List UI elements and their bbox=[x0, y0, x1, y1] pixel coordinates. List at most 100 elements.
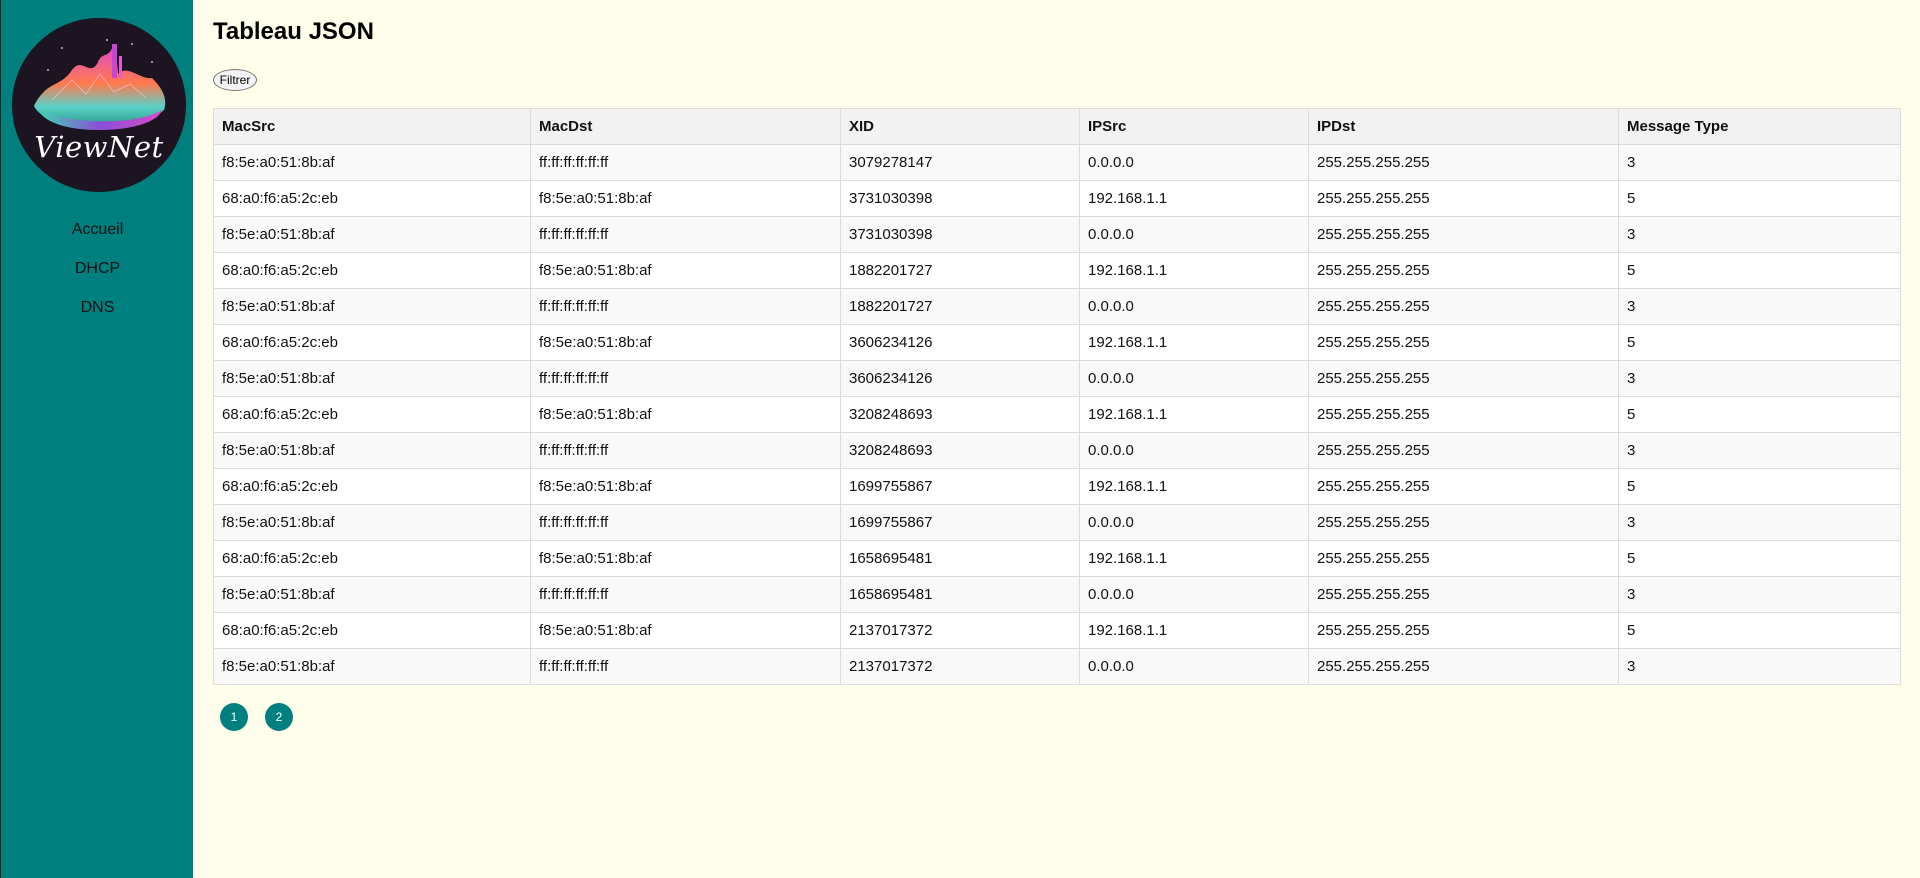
table-cell: 3 bbox=[1618, 216, 1901, 253]
sidebar-nav: Accueil DHCP DNS bbox=[1, 219, 194, 336]
table-cell: 255.255.255.255 bbox=[1308, 324, 1619, 361]
table-cell: 192.168.1.1 bbox=[1079, 612, 1309, 649]
table-cell: 0.0.0.0 bbox=[1079, 288, 1309, 325]
nav-accueil[interactable]: Accueil bbox=[71, 221, 124, 238]
column-header: XID bbox=[840, 108, 1080, 145]
table-cell: f8:5e:a0:51:8b:af bbox=[213, 432, 531, 469]
table-row: 68:a0:f6:a5:2c:eb f8:5e:a0:51:8b:af 165869… bbox=[213, 540, 1901, 577]
table-cell: 5 bbox=[1618, 468, 1901, 505]
table-row: 68:a0:f6:a5:2c:eb f8:5e:a0:51:8b:af 169975… bbox=[213, 468, 1901, 505]
table-header-row: MacSrc MacDst XID IPSrc IPDst Message Type bbox=[213, 108, 1901, 145]
table-cell: 1882201727 bbox=[840, 288, 1080, 325]
table-cell: f8:5e:a0:51:8b:af bbox=[213, 144, 531, 181]
table-cell: f8:5e:a0:51:8b:af bbox=[530, 252, 841, 289]
table-cell: f8:5e:a0:51:8b:af bbox=[530, 324, 841, 361]
table-cell: 1699755867 bbox=[840, 504, 1080, 541]
table-cell: 3 bbox=[1618, 288, 1901, 325]
nav-dns[interactable]: DNS bbox=[80, 299, 115, 316]
table-header: MacSrc MacDst XID IPSrc IPDst Message Type bbox=[213, 108, 1901, 145]
table-cell: 1658695481 bbox=[840, 540, 1080, 577]
table-cell: 192.168.1.1 bbox=[1079, 252, 1309, 289]
table-cell: 3 bbox=[1618, 144, 1901, 181]
table-cell: 2137017372 bbox=[840, 648, 1080, 685]
column-header: IPSrc bbox=[1079, 108, 1309, 145]
table-cell: f8:5e:a0:51:8b:af bbox=[213, 288, 531, 325]
table-cell: 192.168.1.1 bbox=[1079, 540, 1309, 577]
page-title: Tableau JSON bbox=[213, 18, 374, 45]
page-button-1[interactable]: 1 bbox=[220, 703, 248, 731]
column-header: IPDst bbox=[1308, 108, 1619, 145]
table-cell: 255.255.255.255 bbox=[1308, 144, 1619, 181]
table-cell: 68:a0:f6:a5:2c:eb bbox=[213, 324, 531, 361]
table-cell: ff:ff:ff:ff:ff:ff bbox=[530, 360, 841, 397]
table-row: 68:a0:f6:a5:2c:eb f8:5e:a0:51:8b:af 188220… bbox=[213, 252, 1901, 289]
table-cell: 3208248693 bbox=[840, 432, 1080, 469]
nav-dhcp[interactable]: DHCP bbox=[74, 260, 121, 277]
table-cell: f8:5e:a0:51:8b:af bbox=[213, 504, 531, 541]
table-row: f8:5e:a0:51:8b:af ff:ff:ff:ff:ff:ff 320824… bbox=[213, 432, 1901, 469]
table-cell: 255.255.255.255 bbox=[1308, 576, 1619, 613]
table-cell: ff:ff:ff:ff:ff:ff bbox=[530, 432, 841, 469]
table-cell: 3 bbox=[1618, 504, 1901, 541]
table-row: f8:5e:a0:51:8b:af ff:ff:ff:ff:ff:ff 307927… bbox=[213, 144, 1901, 181]
table-cell: f8:5e:a0:51:8b:af bbox=[530, 180, 841, 217]
table-cell: f8:5e:a0:51:8b:af bbox=[530, 468, 841, 505]
table-cell: 5 bbox=[1618, 180, 1901, 217]
table-row: f8:5e:a0:51:8b:af ff:ff:ff:ff:ff:ff 188220… bbox=[213, 288, 1901, 325]
table-cell: 68:a0:f6:a5:2c:eb bbox=[213, 612, 531, 649]
table-cell: 0.0.0.0 bbox=[1079, 216, 1309, 253]
table-cell: 5 bbox=[1618, 396, 1901, 433]
table-cell: 255.255.255.255 bbox=[1308, 432, 1619, 469]
table-body: f8:5e:a0:51:8b:af ff:ff:ff:ff:ff:ff 307927… bbox=[213, 144, 1901, 685]
table-row: f8:5e:a0:51:8b:af ff:ff:ff:ff:ff:ff 360623… bbox=[213, 360, 1901, 397]
column-header: MacSrc bbox=[213, 108, 531, 145]
table-cell: 1699755867 bbox=[840, 468, 1080, 505]
table-cell: f8:5e:a0:51:8b:af bbox=[530, 540, 841, 577]
table-cell: 3606234126 bbox=[840, 324, 1080, 361]
table-cell: 255.255.255.255 bbox=[1308, 648, 1619, 685]
table-row: 68:a0:f6:a5:2c:eb f8:5e:a0:51:8b:af 373103… bbox=[213, 180, 1901, 217]
table-cell: 1882201727 bbox=[840, 252, 1080, 289]
table-cell: f8:5e:a0:51:8b:af bbox=[530, 396, 841, 433]
table-cell: 3 bbox=[1618, 648, 1901, 685]
main-content: Tableau JSON Filtrer MacSrc MacDst XID IPSr… bbox=[193, 0, 1920, 878]
table-cell: 192.168.1.1 bbox=[1079, 324, 1309, 361]
filter-button[interactable]: Filtrer bbox=[213, 69, 257, 91]
table-row: f8:5e:a0:51:8b:af ff:ff:ff:ff:ff:ff 165869… bbox=[213, 576, 1901, 613]
table-cell: f8:5e:a0:51:8b:af bbox=[530, 612, 841, 649]
table-cell: f8:5e:a0:51:8b:af bbox=[213, 576, 531, 613]
table-cell: 255.255.255.255 bbox=[1308, 540, 1619, 577]
viewnet-logo[interactable]: ViewNet bbox=[12, 18, 186, 192]
table-cell: 5 bbox=[1618, 612, 1901, 649]
table-cell: 192.168.1.1 bbox=[1079, 396, 1309, 433]
table-cell: ff:ff:ff:ff:ff:ff bbox=[530, 648, 841, 685]
table-row: f8:5e:a0:51:8b:af ff:ff:ff:ff:ff:ff 169975… bbox=[213, 504, 1901, 541]
table-row: 68:a0:f6:a5:2c:eb f8:5e:a0:51:8b:af 320824… bbox=[213, 396, 1901, 433]
page-button-2[interactable]: 2 bbox=[265, 703, 293, 731]
table-cell: 68:a0:f6:a5:2c:eb bbox=[213, 252, 531, 289]
table-cell: 3 bbox=[1618, 432, 1901, 469]
column-header: MacDst bbox=[530, 108, 841, 145]
table-row: f8:5e:a0:51:8b:af ff:ff:ff:ff:ff:ff 213701… bbox=[213, 648, 1901, 685]
sidebar: ViewNet Accueil DHCP DNS bbox=[0, 0, 193, 878]
table-cell: 3 bbox=[1618, 576, 1901, 613]
table-cell: 0.0.0.0 bbox=[1079, 576, 1309, 613]
table-cell: 255.255.255.255 bbox=[1308, 180, 1619, 217]
table-cell: 192.168.1.1 bbox=[1079, 468, 1309, 505]
table-cell: 3606234126 bbox=[840, 360, 1080, 397]
table-cell: 68:a0:f6:a5:2c:eb bbox=[213, 540, 531, 577]
table-cell: 5 bbox=[1618, 540, 1901, 577]
table-cell: 255.255.255.255 bbox=[1308, 612, 1619, 649]
table-cell: 0.0.0.0 bbox=[1079, 648, 1309, 685]
table-cell: ff:ff:ff:ff:ff:ff bbox=[530, 288, 841, 325]
table-row: f8:5e:a0:51:8b:af ff:ff:ff:ff:ff:ff 373103… bbox=[213, 216, 1901, 253]
table-cell: 255.255.255.255 bbox=[1308, 468, 1619, 505]
table-cell: 255.255.255.255 bbox=[1308, 360, 1619, 397]
table-cell: 192.168.1.1 bbox=[1079, 180, 1309, 217]
table-cell: 3731030398 bbox=[840, 216, 1080, 253]
table-cell: ff:ff:ff:ff:ff:ff bbox=[530, 504, 841, 541]
table-cell: ff:ff:ff:ff:ff:ff bbox=[530, 216, 841, 253]
table-cell: 255.255.255.255 bbox=[1308, 252, 1619, 289]
table-cell: 68:a0:f6:a5:2c:eb bbox=[213, 180, 531, 217]
